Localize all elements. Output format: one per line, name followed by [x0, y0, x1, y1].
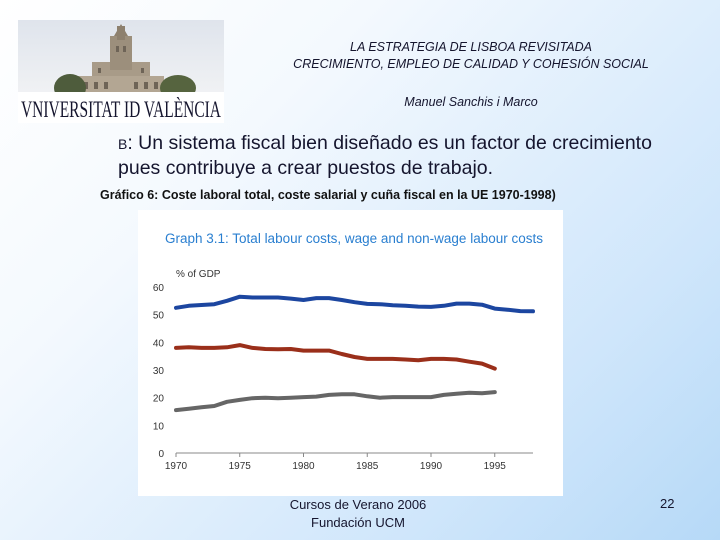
x-tick-label: 1975: [229, 461, 252, 472]
presentation-subtitle: CRECIMIENTO, EMPLEO DE CALIDAD Y COHESIÓ…: [293, 57, 649, 71]
chart-title: Graph 3.1: Total labour costs, wage and …: [165, 231, 543, 246]
y-tick-label: 10: [153, 421, 165, 432]
chart-axes: % of GDP 0 10 20 30 40 50 60 1970 1975 1980 1985 199…: [153, 269, 533, 472]
y-tick-label: 0: [158, 449, 164, 460]
university-logo: VNIVERSITAT ID VALÈNCIA: [18, 20, 224, 123]
footer-text: Cursos de Verano 2006 Fundación UCM: [258, 496, 458, 532]
svg-text:VNIVERSITAT ID VALÈNCIA: VNIVERSITAT ID VALÈNCIA: [21, 97, 221, 122]
bullet-letter: B: [118, 136, 128, 152]
x-tick-label: 1985: [356, 461, 379, 472]
footer-line-1: Cursos de Verano 2006: [289, 497, 427, 512]
series-line-2: [174, 343, 497, 371]
bullet-text: : Un sistema fiscal bien diseñado es un …: [118, 132, 652, 179]
figure-caption: Gráfico 6: Coste laboral total, coste sa…: [100, 188, 556, 202]
y-tick-label: 40: [153, 338, 165, 349]
footer-line-2: Fundación UCM: [311, 515, 405, 530]
university-building-icon: VNIVERSITAT ID VALÈNCIA: [18, 20, 224, 123]
y-tick-label: 60: [153, 283, 165, 294]
chart-lines: [174, 294, 535, 413]
y-tick-label: 50: [153, 311, 165, 322]
chart-panel: Graph 3.1: Total labour costs, wage and …: [138, 210, 563, 496]
x-tick-label: 1995: [484, 461, 507, 472]
x-tick-label: 1980: [292, 461, 315, 472]
line-chart: Graph 3.1: Total labour costs, wage and …: [153, 231, 543, 472]
series-line-3: [174, 390, 497, 413]
x-tick-label: 1970: [165, 461, 188, 472]
author-name: Manuel Sanchis i Marco: [404, 95, 538, 109]
x-tick-label: 1990: [420, 461, 443, 472]
presentation-title: LA ESTRATEGIA DE LISBOA REVISITADA: [350, 40, 592, 54]
y-tick-label: 20: [153, 394, 165, 405]
page-number: 22: [660, 496, 675, 511]
y-axis-label: % of GDP: [176, 269, 221, 280]
y-tick-label: 30: [153, 366, 165, 377]
bullet-point: B: Un sistema fiscal bien diseñado es un…: [118, 131, 698, 180]
series-line-1: [174, 294, 535, 314]
